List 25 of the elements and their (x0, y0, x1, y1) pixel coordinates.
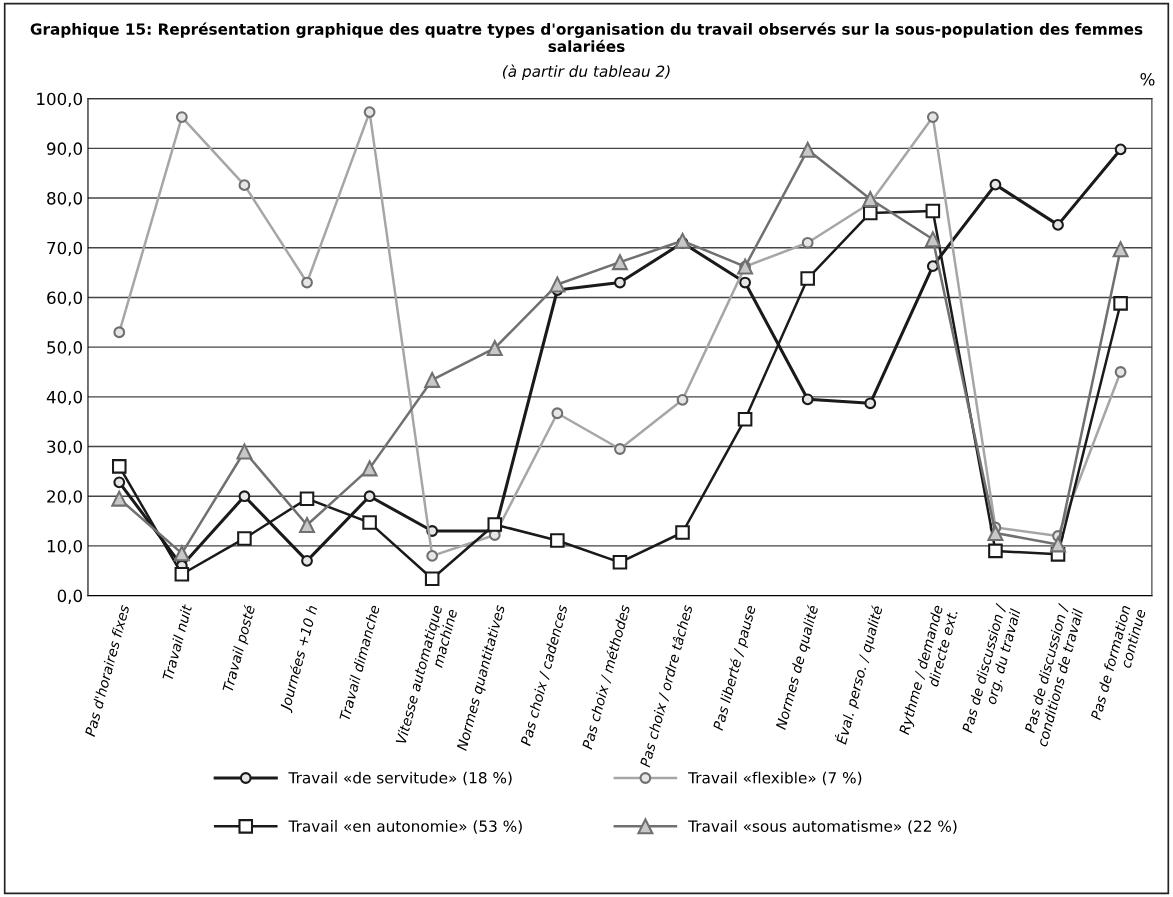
y-tick-label: 40,0 (46, 390, 83, 406)
y-tick-label: 20,0 (47, 490, 83, 505)
y-tick-label: 50,0 (47, 341, 83, 356)
legend-label: Travail «sous automatisme» (22 %) (688, 820, 957, 834)
y-tick-label: 0,0 (57, 589, 83, 604)
y-tick-label: 80,0 (47, 192, 83, 207)
x-tick-label: Travail posté (221, 604, 258, 693)
legend-label: Travail «flexible» (7 %) (688, 771, 862, 786)
y-tick-label: 90,0 (47, 142, 83, 157)
x-tick-label: Éval. perso. / qualité (833, 604, 886, 746)
chart-title: Graphique 15: Représentation graphique des quatre types d'organisation du travail observés sur la sous-population des femmes salariées (30, 22, 1143, 53)
x-tick-label: Travail nuit (161, 603, 193, 681)
y-tick-label: 10,0 (47, 539, 83, 555)
legend-label: Travail «en autonomie» (53 %) (288, 820, 522, 834)
chart-subtitle: (à partir du tableau 2) (502, 64, 670, 80)
x-tick-label: Pas choix / ordre tâches (638, 604, 694, 768)
y-tick-label: 100,0 (37, 92, 83, 107)
y-tick-label: 70,0 (47, 241, 83, 257)
x-tick-label: Pas liberté / pause (711, 604, 759, 732)
legend-label: Travail «de servitude» (18 %) (288, 771, 512, 786)
x-tick-label: Pas choix / cadences (519, 604, 569, 747)
x-tick-label: Normes de qualité (774, 604, 822, 731)
y-axis-title: % (1140, 72, 1155, 86)
y-tick-label: 30,0 (47, 440, 83, 455)
y-tick-label: 60,0 (47, 291, 83, 306)
